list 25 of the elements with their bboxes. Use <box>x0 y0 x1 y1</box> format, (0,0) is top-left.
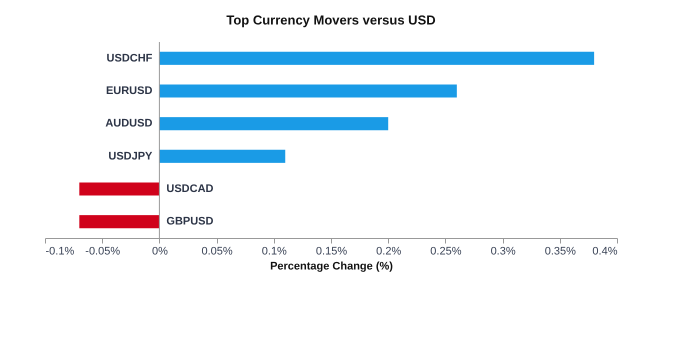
x-tick-label: -0.05% <box>85 246 120 258</box>
x-tick-label: 0.25% <box>430 246 462 258</box>
bar <box>159 52 594 65</box>
x-tick-label: 0.1% <box>262 246 288 258</box>
x-tick-label: 0.35% <box>544 246 576 258</box>
x-axis-title: Percentage Change (%) <box>270 260 394 272</box>
y-tick-label: EURUSD <box>106 85 152 97</box>
bar <box>79 215 160 228</box>
y-tick-label: USDJPY <box>108 150 154 162</box>
y-tick-label: AUDUSD <box>105 118 152 130</box>
x-tick-label: 0.05% <box>202 246 233 258</box>
x-tick-label: 0.2% <box>376 246 402 258</box>
x-tick-label: 0.3% <box>490 246 516 258</box>
bar <box>159 150 286 163</box>
y-tick-label: USDCHF <box>106 52 153 64</box>
bar <box>159 84 457 98</box>
bar <box>159 117 388 130</box>
chart-title: Top Currency Movers versus USD <box>226 12 436 28</box>
x-tick-label: 0.4% <box>592 246 618 258</box>
x-tick-label: 0% <box>152 246 168 258</box>
y-tick-label: USDCAD <box>166 183 214 195</box>
bar <box>79 182 160 196</box>
x-tick-label: 0.15% <box>316 246 348 258</box>
y-tick-label: GBPUSD <box>166 216 214 228</box>
x-tick-label: -0.1% <box>46 246 74 258</box>
